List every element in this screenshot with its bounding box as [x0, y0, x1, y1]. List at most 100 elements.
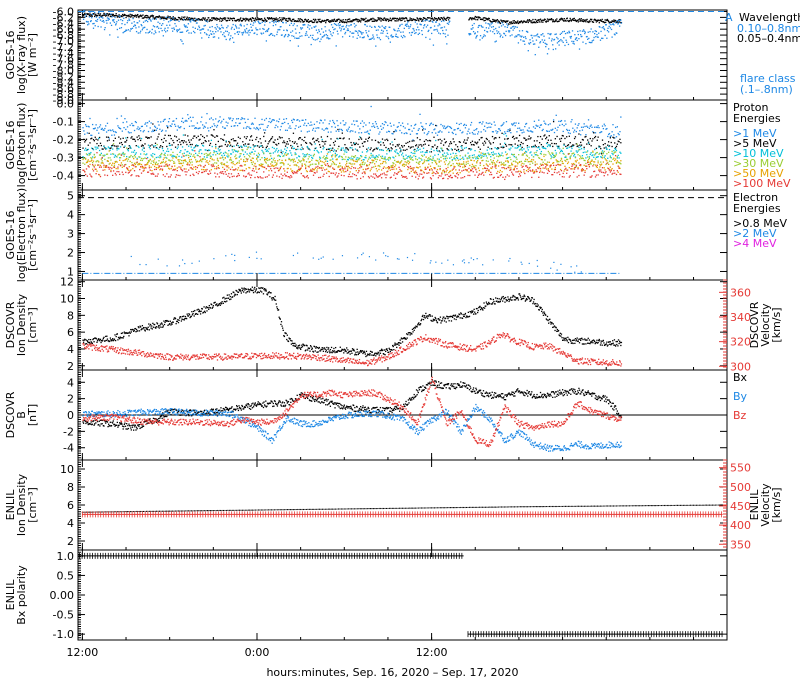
series-marker: [142, 145, 144, 147]
series-marker: [406, 162, 408, 164]
series-marker: [603, 123, 605, 125]
series-marker: [396, 126, 398, 128]
series-marker: [261, 118, 263, 121]
series-marker: [110, 13, 112, 15]
series-marker: [94, 15, 96, 18]
series-marker: [111, 134, 113, 136]
series-marker: [351, 32, 354, 34]
series-marker: [274, 139, 276, 141]
series-marker: [178, 162, 180, 164]
series-marker: [128, 15, 131, 17]
series-marker: [587, 158, 590, 161]
legend-note: (.1–.8nm): [740, 83, 793, 96]
series-marker: [586, 35, 588, 38]
series-marker: [298, 120, 301, 122]
series-marker: [521, 146, 523, 149]
series-marker: [254, 150, 256, 152]
series-marker: [256, 145, 259, 147]
series-marker: [313, 21, 315, 24]
series-marker: [372, 161, 374, 163]
series-marker: [112, 20, 114, 22]
series-marker: [357, 34, 359, 36]
series-marker: [132, 138, 134, 140]
series-marker: [353, 23, 355, 25]
series-marker: [594, 30, 596, 32]
series-marker: [493, 32, 496, 35]
series-marker: [150, 20, 152, 22]
series-marker: [510, 27, 513, 29]
series-marker: [289, 18, 291, 20]
series-marker: [440, 160, 442, 162]
series-marker: [573, 137, 576, 140]
series-marker: [291, 147, 293, 149]
series-marker: [379, 38, 382, 41]
series-marker: [174, 162, 176, 164]
series-marker: [591, 159, 593, 161]
series-marker: [515, 137, 517, 139]
series-marker: [418, 128, 420, 130]
series-marker: [107, 14, 110, 16]
series-marker: [581, 30, 584, 32]
series-marker: [96, 142, 98, 145]
series-marker: [336, 120, 338, 122]
series-marker: [258, 146, 261, 148]
series-marker: [571, 30, 574, 32]
series-marker: [561, 134, 563, 137]
series-marker: [470, 148, 473, 150]
series-marker: [125, 163, 127, 166]
series-marker: [473, 18, 475, 20]
series-marker: [580, 126, 583, 128]
series-marker: [141, 15, 143, 17]
series-marker: [183, 159, 185, 162]
series-marker: [296, 143, 298, 145]
series-marker: [93, 154, 96, 156]
series-marker: [430, 148, 433, 150]
series-marker: [237, 118, 240, 120]
series-marker: [370, 147, 372, 149]
series-marker: [148, 18, 150, 20]
y-tick-label: -6.4: [53, 17, 74, 30]
series-marker: [164, 154, 166, 157]
series-marker: [233, 125, 235, 127]
series-marker: [212, 119, 214, 121]
series-marker: [380, 17, 383, 20]
series-marker: [159, 157, 161, 159]
series-marker: [141, 144, 144, 146]
series-marker: [324, 163, 326, 165]
series-marker: [458, 151, 460, 153]
series-marker: [439, 168, 441, 171]
series-marker: [229, 37, 231, 40]
series-marker: [610, 24, 612, 26]
series-marker: [251, 122, 254, 124]
series-marker: [295, 125, 297, 127]
series-marker: [464, 155, 467, 157]
series-marker: [582, 20, 585, 23]
series-marker: [145, 164, 147, 166]
series-marker: [574, 34, 576, 36]
series-marker: [162, 120, 164, 122]
series-marker: [379, 165, 381, 168]
series-marker: [589, 153, 591, 156]
series-marker: [567, 144, 570, 146]
series-marker: [453, 165, 455, 168]
series-marker: [571, 147, 573, 150]
series-marker: [406, 132, 408, 135]
series-marker: [261, 18, 263, 20]
series-marker: [203, 125, 206, 127]
series-marker: [485, 18, 488, 20]
series-marker: [254, 19, 256, 22]
series-marker: [327, 165, 330, 168]
series-marker: [507, 161, 509, 164]
series-marker: [594, 19, 596, 21]
series-marker: [130, 154, 132, 157]
series-marker: [110, 169, 112, 171]
series-marker: [582, 157, 584, 160]
series-marker: [297, 148, 299, 150]
series-marker: [560, 38, 562, 41]
series-marker: [518, 30, 521, 32]
series-marker: [389, 26, 391, 29]
series-marker: [561, 123, 563, 126]
series-marker: [144, 166, 146, 168]
series-marker: [551, 142, 553, 145]
series-marker: [166, 157, 168, 159]
